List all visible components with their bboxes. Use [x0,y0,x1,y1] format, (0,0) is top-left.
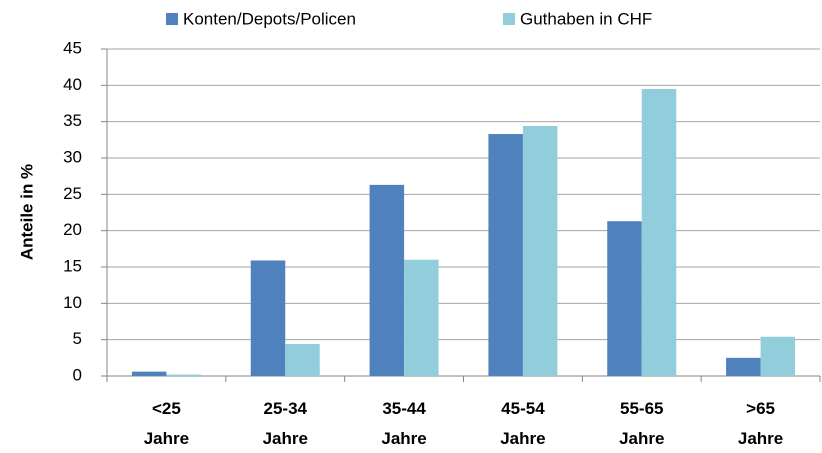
bar [404,259,439,376]
bar [166,374,201,376]
y-tick-label: 15 [63,256,82,275]
y-tick-label: 25 [63,184,82,203]
bar [131,371,167,376]
x-tick-label: 55-65 Jahre [619,399,664,448]
legend-swatch [503,13,515,25]
bar [369,184,405,376]
x-tick-label: 35-44 Jahre [381,399,426,448]
y-tick-label: 0 [73,365,82,384]
bar [726,357,761,376]
bar [285,344,320,376]
y-tick-label: 40 [63,75,82,94]
y-axis-label: Anteile in % [17,164,36,260]
x-tick-label: <25 Jahre [144,399,189,448]
y-tick-label: 35 [63,111,82,130]
bar [760,336,796,376]
bar [250,260,286,376]
bar [522,126,558,376]
y-tick-label: 45 [63,38,82,57]
x-tick-label: 45-54 Jahre [500,399,545,448]
bar [488,134,523,376]
legend-swatch [166,13,178,25]
y-tick-label: 5 [73,329,82,348]
legend-label: Konten/Depots/Policen [183,9,356,28]
y-tick-label: 10 [63,293,82,312]
x-tick-label: >65 Jahre [738,399,783,448]
legend-label: Guthaben in CHF [520,9,652,28]
y-tick-label: 20 [63,220,82,239]
x-tick-label: 25-34 Jahre [263,399,308,448]
bar [607,221,642,376]
y-tick-label: 30 [63,147,82,166]
bar [641,88,677,376]
